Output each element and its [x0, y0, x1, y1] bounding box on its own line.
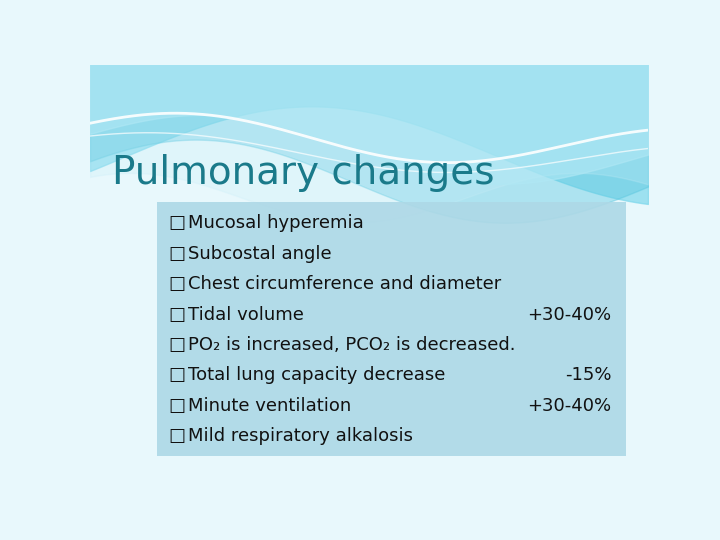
Text: Minute ventilation: Minute ventilation — [188, 397, 351, 415]
Text: -15%: -15% — [565, 367, 612, 384]
Text: Total lung capacity decrease: Total lung capacity decrease — [188, 367, 445, 384]
Text: Subcostal angle: Subcostal angle — [188, 245, 331, 263]
Text: □: □ — [168, 397, 185, 415]
Text: Pulmonary changes: Pulmonary changes — [112, 153, 495, 192]
Text: □: □ — [168, 214, 185, 232]
Text: Tidal volume: Tidal volume — [188, 306, 304, 323]
Text: +30-40%: +30-40% — [528, 306, 612, 323]
Text: Mucosal hyperemia: Mucosal hyperemia — [188, 214, 364, 232]
Text: Mild respiratory alkalosis: Mild respiratory alkalosis — [188, 427, 413, 446]
Text: +30-40%: +30-40% — [528, 397, 612, 415]
Text: □: □ — [168, 245, 185, 263]
Text: □: □ — [168, 367, 185, 384]
Text: □: □ — [168, 275, 185, 293]
Text: □: □ — [168, 306, 185, 323]
Text: Chest circumference and diameter: Chest circumference and diameter — [188, 275, 501, 293]
Text: □: □ — [168, 427, 185, 446]
FancyBboxPatch shape — [157, 202, 626, 456]
Text: □: □ — [168, 336, 185, 354]
Text: PO₂ is increased, PCO₂ is decreased.: PO₂ is increased, PCO₂ is decreased. — [188, 336, 515, 354]
